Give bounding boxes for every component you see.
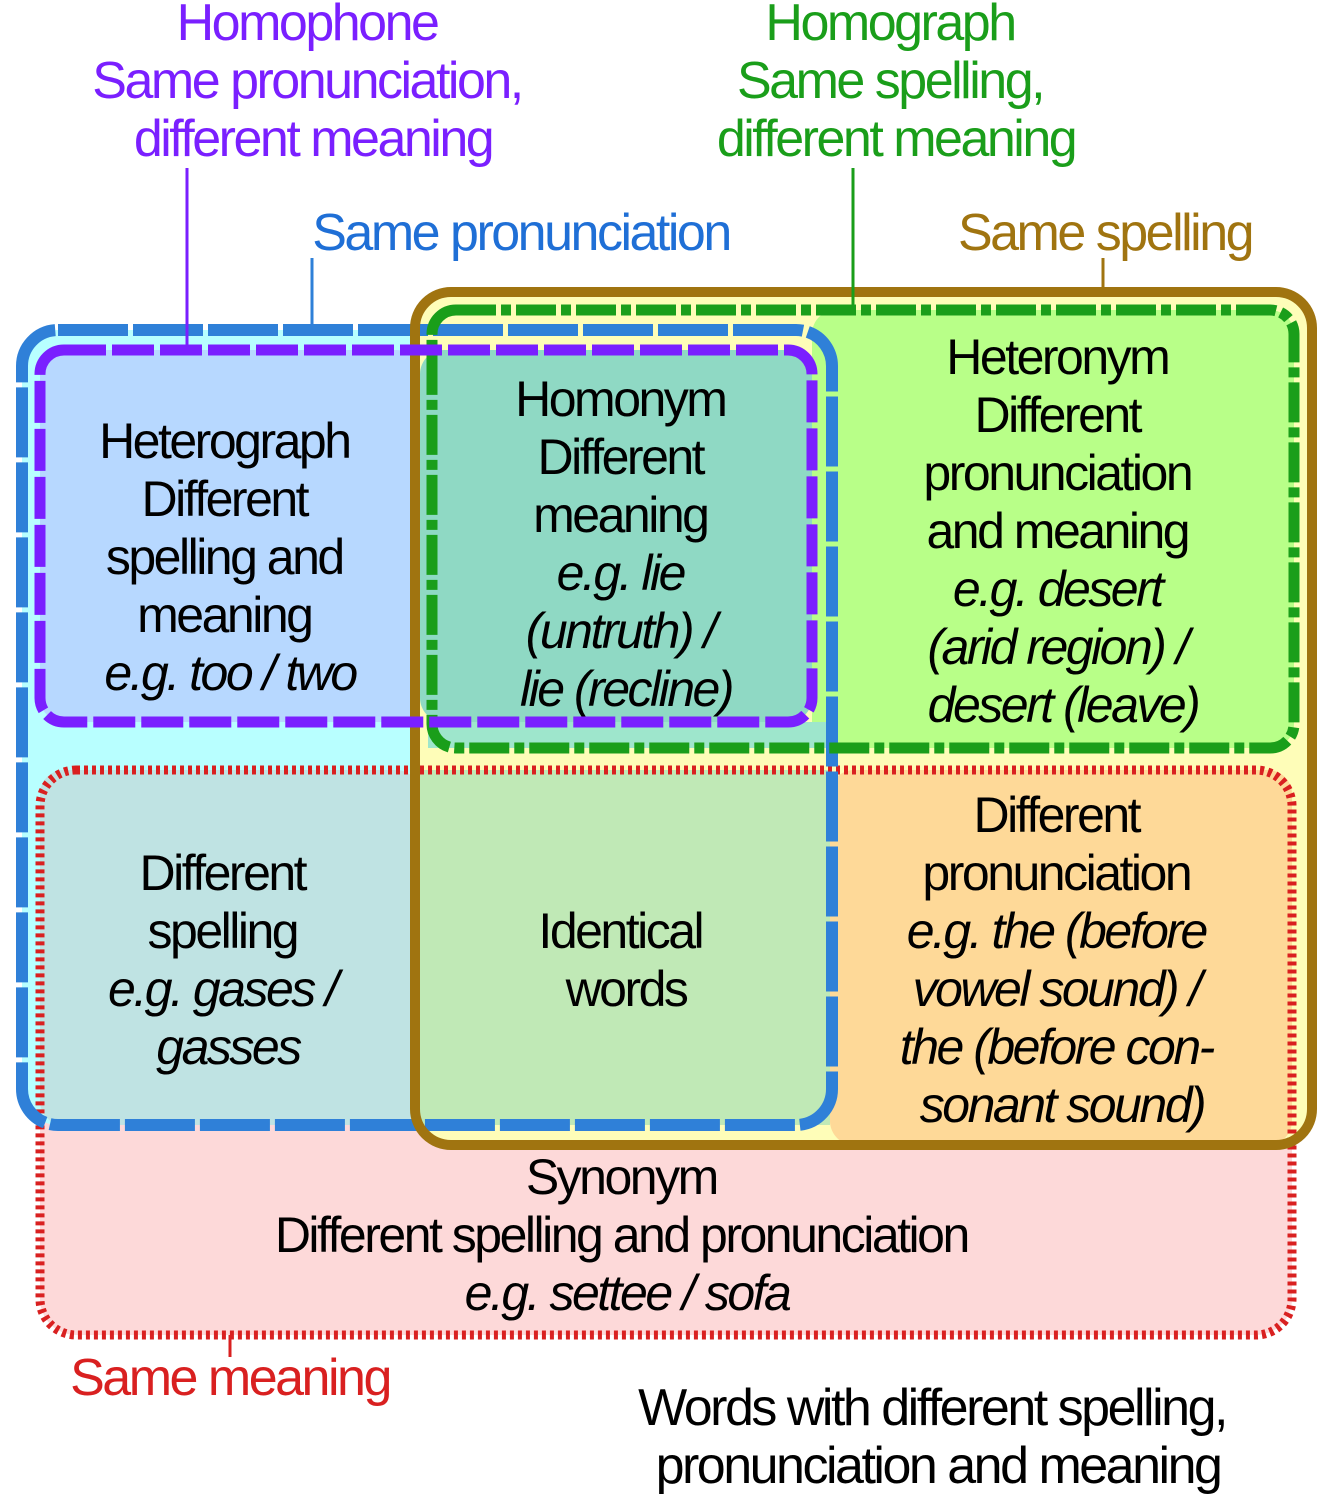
homograph-region-fill <box>812 310 1294 748</box>
heterograph-cell-fill <box>40 350 420 722</box>
heterograph-text: Heterograph Different spelling and meani… <box>99 413 361 701</box>
homograph-label: Homograph Same spelling, different meani… <box>717 0 1075 168</box>
different-spelling-text: Different spelling e.g. gases / gasses <box>108 845 348 1075</box>
different-spelling-cell-fill <box>40 770 420 1125</box>
synonym-text: Synonym Different spelling and pronuncia… <box>275 1149 979 1321</box>
same-spelling-label: Same spelling <box>958 204 1252 262</box>
same-pronunciation-label: Same pronunciation <box>312 204 730 262</box>
homonym-text: Homonym Different meaning e.g. lie (untr… <box>515 371 737 717</box>
identical-words-cell-fill <box>420 770 830 1125</box>
homonym-cell-fill <box>420 350 812 722</box>
homograph-border <box>426 304 1300 754</box>
different-pronunciation-cell-fill <box>830 770 1292 1145</box>
homophone-border <box>34 344 818 728</box>
outside-words-label: Words with different spelling, pronuncia… <box>638 1379 1238 1495</box>
identical-words-text: Identical words <box>538 903 713 1017</box>
heteronym-text: Heteronym Different pronunciation and me… <box>923 329 1202 733</box>
same-meaning-border <box>35 765 1297 1340</box>
different-pronunciation-text: Different pronunciation e.g. the (before… <box>900 787 1224 1133</box>
same-meaning-label: Same meaning <box>70 1349 390 1407</box>
homophone-label: Homophone Same pronunciation, different … <box>92 0 533 168</box>
